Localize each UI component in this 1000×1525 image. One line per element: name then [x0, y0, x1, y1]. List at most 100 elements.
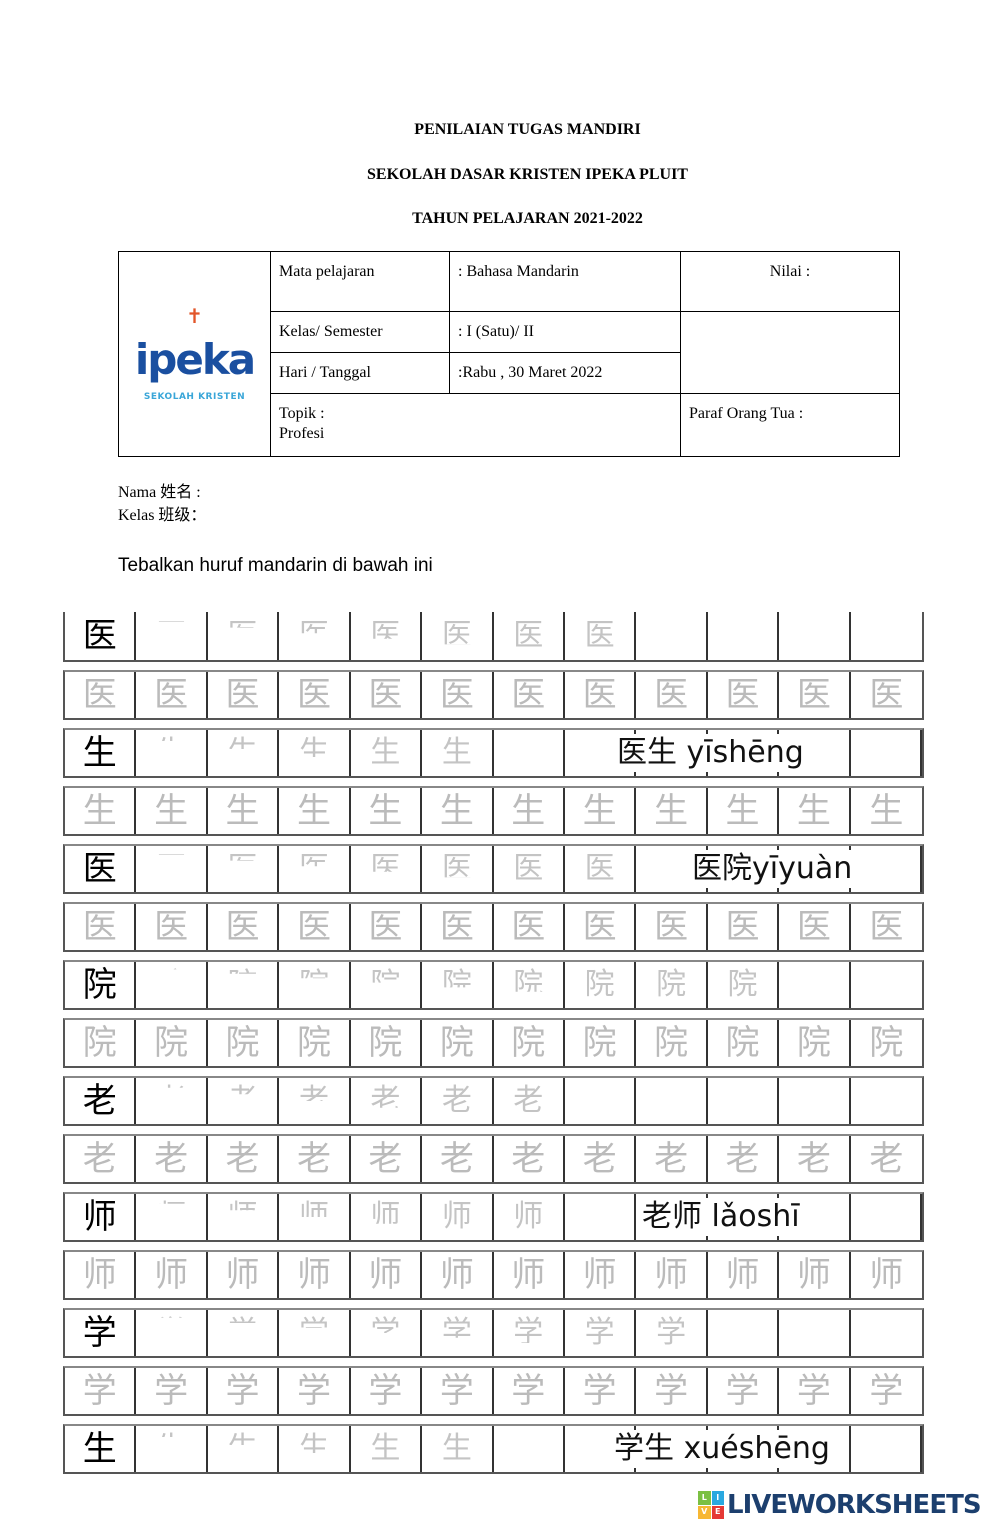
trace-cell[interactable]: 学	[65, 1368, 137, 1414]
trace-cell[interactable]: 老	[708, 1136, 780, 1182]
empty-cell[interactable]	[565, 1194, 637, 1240]
trace-cell[interactable]: 生	[208, 788, 280, 834]
trace-cell[interactable]: 生	[65, 788, 137, 834]
empty-cell[interactable]	[851, 1426, 923, 1472]
trace-cell[interactable]: 老	[279, 1136, 351, 1182]
trace-cell[interactable]: 生	[279, 788, 351, 834]
trace-cell[interactable]: 医	[708, 672, 780, 718]
trace-cell[interactable]: 医	[136, 904, 208, 950]
trace-cell[interactable]: 老	[779, 1136, 851, 1182]
trace-cell[interactable]: 医	[208, 904, 280, 950]
trace-cell[interactable]: 学	[279, 1368, 351, 1414]
trace-cell[interactable]: 生	[869, 791, 904, 831]
trace-cell[interactable]: 老	[136, 1136, 208, 1182]
trace-cell[interactable]: 生	[351, 788, 423, 834]
trace-cell[interactable]: 生	[494, 788, 565, 834]
trace-cell[interactable]: 医	[636, 672, 708, 718]
empty-cell[interactable]	[851, 1194, 923, 1240]
empty-cell[interactable]	[636, 1078, 708, 1124]
trace-cell[interactable]: 医	[494, 904, 565, 950]
trace-cell[interactable]: 师	[65, 1252, 137, 1298]
trace-cell[interactable]: 师	[494, 1252, 565, 1298]
trace-cell[interactable]: 医	[65, 904, 137, 950]
trace-cell[interactable]: 老	[351, 1136, 423, 1182]
trace-cell[interactable]: 医	[208, 672, 280, 718]
trace-cell[interactable]: 院	[708, 1020, 780, 1066]
trace-cell[interactable]: 师	[136, 1252, 208, 1298]
trace-cell[interactable]: 学	[494, 1368, 565, 1414]
trace-cell[interactable]: 学	[708, 1368, 780, 1414]
trace-cell[interactable]: 学	[636, 1368, 708, 1414]
trace-cell[interactable]: 院	[779, 1020, 851, 1066]
trace-cell[interactable]: 医	[779, 672, 851, 718]
trace-cell[interactable]: 院	[422, 1020, 494, 1066]
trace-cell[interactable]: 医	[351, 904, 423, 950]
empty-cell[interactable]	[779, 612, 851, 660]
trace-cell[interactable]: 院	[208, 1020, 280, 1066]
trace-cell[interactable]: 医	[136, 672, 208, 718]
trace-cell[interactable]: 老	[494, 1136, 565, 1182]
trace-cell[interactable]: 医	[636, 904, 708, 950]
trace-cell[interactable]: 生	[422, 788, 494, 834]
empty-cell[interactable]	[779, 962, 851, 1008]
empty-cell[interactable]	[708, 612, 780, 660]
trace-cell[interactable]: 学	[565, 1368, 637, 1414]
trace-cell[interactable]: 师	[636, 1252, 708, 1298]
trace-cell[interactable]: 师	[422, 1252, 494, 1298]
trace-cell[interactable]: 学	[136, 1368, 208, 1414]
trace-cell[interactable]: 师	[779, 1252, 851, 1298]
trace-cell[interactable]: 老	[636, 1136, 708, 1182]
trace-cell[interactable]: 师	[351, 1252, 423, 1298]
trace-cell[interactable]: 老	[422, 1136, 494, 1182]
trace-cell[interactable]: 院	[565, 1020, 637, 1066]
trace-cell[interactable]: 医	[494, 672, 565, 718]
trace-cell[interactable]: 生	[565, 788, 637, 834]
trace-cell[interactable]: 医	[351, 672, 423, 718]
trace-cell[interactable]: 老	[869, 1139, 904, 1179]
trace-cell[interactable]: 师	[565, 1252, 637, 1298]
empty-cell[interactable]	[494, 730, 565, 776]
trace-cell[interactable]: 老	[208, 1136, 280, 1182]
trace-cell[interactable]: 生	[136, 788, 208, 834]
empty-cell[interactable]	[851, 1310, 922, 1356]
trace-cell[interactable]: 医	[779, 904, 851, 950]
trace-cell[interactable]: 学	[422, 1368, 494, 1414]
trace-cell[interactable]: 医	[422, 672, 494, 718]
trace-cell[interactable]: 生	[708, 788, 780, 834]
trace-cell[interactable]: 院	[494, 1020, 565, 1066]
trace-cell[interactable]: 老	[65, 1136, 137, 1182]
empty-cell[interactable]	[851, 612, 922, 660]
empty-cell[interactable]	[565, 1078, 637, 1124]
empty-cell[interactable]	[779, 730, 851, 776]
trace-cell[interactable]: 医	[422, 904, 494, 950]
trace-cell[interactable]: 医	[65, 672, 137, 718]
trace-cell[interactable]: 生	[636, 788, 708, 834]
trace-cell[interactable]: 老	[565, 1136, 637, 1182]
empty-cell[interactable]	[779, 1426, 851, 1472]
trace-cell[interactable]: 医	[279, 672, 351, 718]
trace-cell[interactable]: 师	[279, 1252, 351, 1298]
trace-cell[interactable]: 医	[279, 904, 351, 950]
empty-cell[interactable]	[636, 612, 708, 660]
trace-cell[interactable]: 院	[279, 1020, 351, 1066]
empty-cell[interactable]	[851, 1078, 922, 1124]
trace-cell[interactable]: 学	[869, 1371, 904, 1411]
trace-cell[interactable]: 院	[136, 1020, 208, 1066]
trace-cell[interactable]: 医	[565, 672, 637, 718]
empty-cell[interactable]	[779, 1078, 851, 1124]
trace-cell[interactable]: 院	[636, 1020, 708, 1066]
trace-cell[interactable]: 医	[708, 904, 780, 950]
trace-cell[interactable]: 院	[351, 1020, 423, 1066]
empty-cell[interactable]	[708, 1078, 780, 1124]
trace-cell[interactable]: 师	[208, 1252, 280, 1298]
empty-cell[interactable]	[779, 1194, 851, 1240]
trace-cell[interactable]: 学	[208, 1368, 280, 1414]
trace-cell[interactable]: 医	[565, 904, 637, 950]
empty-cell[interactable]	[851, 846, 923, 892]
empty-cell[interactable]	[851, 730, 923, 776]
trace-cell[interactable]: 学	[351, 1368, 423, 1414]
trace-cell[interactable]: 医	[869, 675, 904, 715]
trace-cell[interactable]: 医	[869, 907, 904, 947]
trace-cell[interactable]: 院	[869, 1023, 904, 1063]
trace-cell[interactable]: 院	[65, 1020, 137, 1066]
